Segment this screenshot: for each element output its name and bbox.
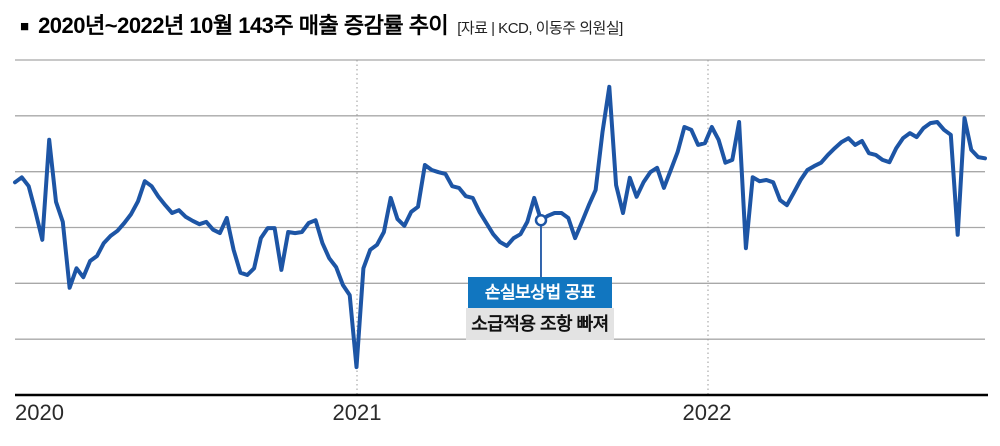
series-line [13,84,987,370]
source-note: [자료 | KCD, 이동주 의원실] [457,20,623,37]
x-axis-label-2022: 2022 [682,400,732,425]
annotation-subtitle: 소급적용 조항 빠져 [466,308,614,340]
x-axis-label-2021: 2021 [332,400,382,425]
chart-header: ■ 2020년~2022년 10월 143주 매출 증감률 추이 [자료 | K… [20,8,623,40]
annotation-point-marker [534,213,548,227]
page-title: 2020년~2022년 10월 143주 매출 증감률 추이 [38,13,449,38]
annotation-title: 손실보상법 공표 [468,277,612,308]
annotation-callout: 손실보상법 공표 소급적용 조항 빠져 [466,277,614,340]
x-axis-label-2020: 2020 [15,400,64,425]
title-bullet-square-icon: ■ [20,18,30,35]
